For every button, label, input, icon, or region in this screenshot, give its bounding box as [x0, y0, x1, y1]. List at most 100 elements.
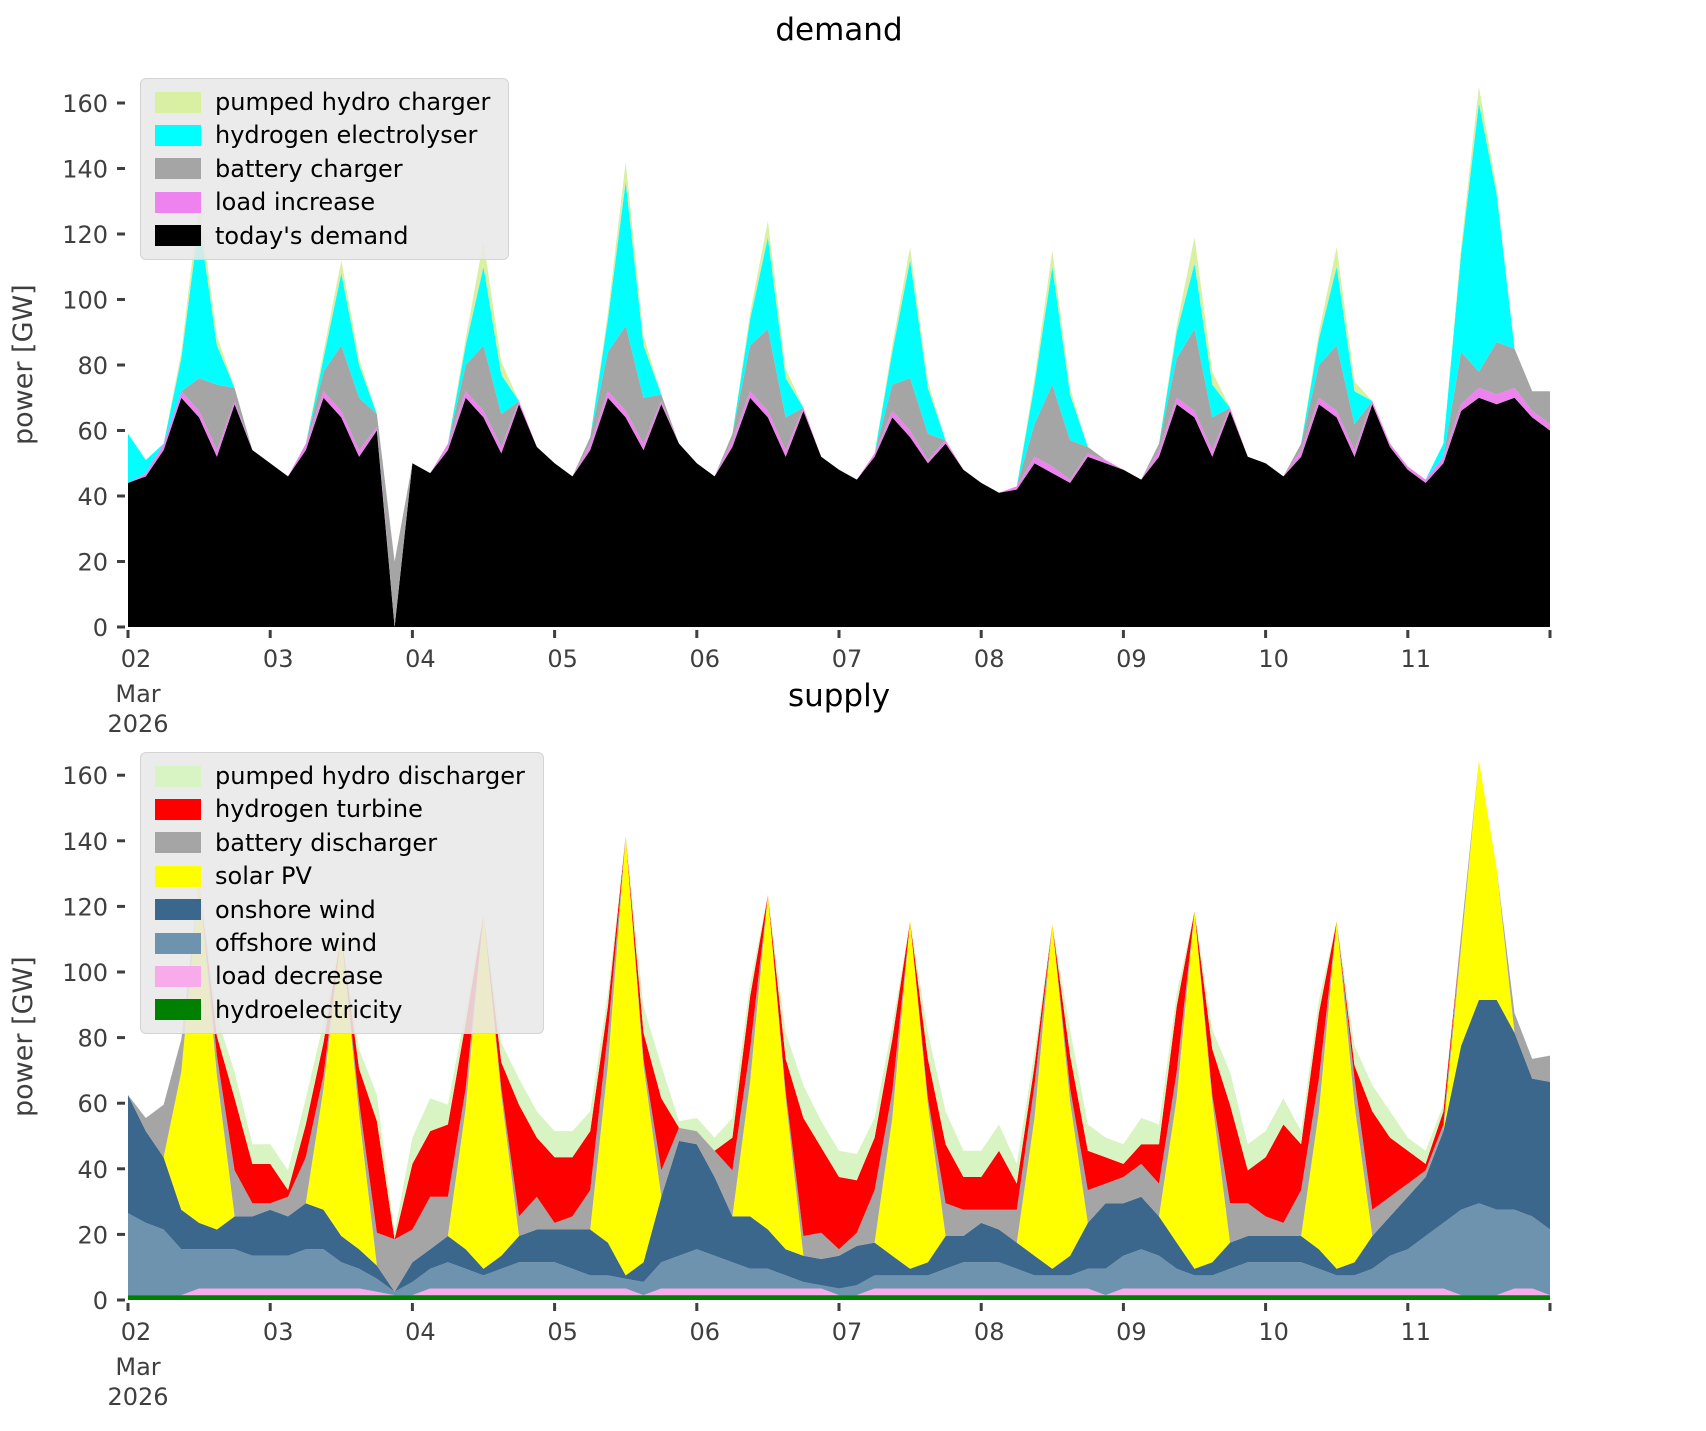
supply-y-axis: 0 20 40 60 80 100 120 140 160 [62, 762, 125, 1315]
legend-label: onshore wind [215, 895, 376, 924]
x-tick-label: 02 [121, 645, 152, 673]
legend-item-offshore-wind: offshore wind [155, 930, 525, 956]
demand-y-axis-label: power [GW] [8, 284, 39, 446]
supply-chart: 0 20 40 60 80 100 120 140 160 02 03 04 05 06 07 08 09 10 1… [62, 760, 1552, 1411]
legend-swatch [155, 158, 201, 180]
y-tick-label: 20 [77, 1221, 108, 1249]
x-tick-label: 08 [974, 1318, 1005, 1346]
legend-label: today's demand [215, 221, 409, 250]
legend-label: battery discharger [215, 828, 438, 857]
supply-legend: pumped hydro discharger hydrogen turbine b… [140, 752, 544, 1035]
legend-label: battery charger [215, 154, 403, 183]
x-tick-label: 11 [1401, 1318, 1432, 1346]
legend-swatch [155, 191, 201, 213]
y-tick-label: 40 [77, 483, 108, 511]
area-hydrogen-turbine [128, 760, 1550, 1250]
legend-label: load decrease [215, 962, 384, 991]
demand-legend: pumped hydro charger hydrogen electrolyse… [140, 78, 510, 260]
x-tick-label: 05 [547, 645, 578, 673]
y-tick-label: 140 [62, 156, 108, 184]
legend-swatch [155, 999, 201, 1021]
legend-item-onshore-wind: onshore wind [155, 895, 525, 924]
legend-item-solar-pv: solar PV [155, 862, 525, 891]
y-tick-label: 80 [77, 352, 108, 380]
y-tick-label: 100 [62, 959, 108, 987]
demand-chart-title: demand [775, 12, 903, 48]
area-battery-charger [128, 325, 1550, 627]
legend-swatch [155, 125, 201, 147]
legend-label: hydrogen electrolyser [215, 121, 478, 150]
legend-swatch [155, 765, 201, 787]
y-tick-label: 60 [77, 1090, 108, 1118]
legend-label: hydroelectricity [215, 995, 403, 1024]
y-tick-label: 0 [93, 614, 108, 642]
y-tick-label: 0 [93, 1287, 108, 1315]
legend-item-hydrogen-electrolyser: hydrogen electrolyser [155, 121, 490, 150]
y-tick-label: 160 [62, 90, 108, 118]
x-tick-label: 10 [1258, 645, 1289, 673]
y-tick-label: 60 [77, 418, 108, 446]
x-year-label: 2026 [107, 710, 168, 738]
legend-swatch [155, 91, 201, 113]
legend-item-hydrogen-turbine: hydrogen turbine [155, 795, 525, 824]
x-month-label: Mar [115, 1353, 160, 1381]
legend-swatch [155, 799, 201, 821]
demand-chart: 0 20 40 60 80 100 120 140 160 02 03 04 05 06 07 08 09 10 1… [62, 86, 1552, 738]
x-tick-label: 03 [263, 645, 294, 673]
legend-label: hydrogen turbine [215, 795, 423, 824]
y-tick-label: 20 [77, 549, 108, 577]
area-solar-pv [128, 760, 1550, 1292]
x-tick-label: 08 [974, 645, 1005, 673]
area-hydroelectricity [128, 1295, 1550, 1300]
y-tick-label: 120 [62, 893, 108, 921]
legend-swatch [155, 832, 201, 854]
legend-item-load-increase: load increase [155, 188, 490, 217]
demand-areas [128, 86, 1550, 627]
legend-item-hydroelectricity: hydroelectricity [155, 995, 525, 1024]
x-tick-label: 04 [405, 1318, 436, 1346]
x-tick-label: 09 [1116, 645, 1147, 673]
supply-areas [128, 760, 1550, 1300]
x-tick-label: 03 [263, 1318, 294, 1346]
legend-item-pumped-hydro-charger: pumped hydro charger [155, 89, 490, 115]
legend-item-battery-discharger: battery discharger [155, 828, 525, 857]
legend-label: offshore wind [215, 928, 378, 957]
legend-swatch [155, 225, 201, 247]
x-tick-label: 11 [1401, 645, 1432, 673]
y-tick-label: 160 [62, 762, 108, 790]
x-tick-label: 07 [832, 1318, 863, 1346]
legend-swatch [155, 899, 201, 921]
legend-item-today-s-demand: today's demand [155, 221, 490, 250]
legend-label: pumped hydro charger [215, 88, 491, 116]
x-tick-label: 04 [405, 645, 436, 673]
x-tick-label: 06 [690, 1318, 721, 1346]
x-tick-label: 06 [690, 645, 721, 673]
y-tick-label: 40 [77, 1156, 108, 1184]
x-tick-label: 02 [121, 1318, 152, 1346]
legend-item-battery-charger: battery charger [155, 154, 490, 183]
legend-swatch [155, 865, 201, 887]
area-offshore-wind [128, 1203, 1550, 1296]
y-tick-label: 120 [62, 221, 108, 249]
legend-label: solar PV [215, 862, 312, 891]
x-tick-label: 07 [832, 645, 863, 673]
area-load-decrease [128, 1288, 1550, 1296]
y-tick-label: 80 [77, 1025, 108, 1053]
legend-label: load increase [215, 188, 376, 217]
x-month-label: Mar [115, 680, 160, 708]
legend-label: pumped hydro discharger [215, 762, 525, 790]
legend-item-pumped-hydro-discharger: pumped hydro discharger [155, 763, 525, 789]
legend-swatch [155, 932, 201, 954]
x-tick-label: 09 [1116, 1318, 1147, 1346]
x-tick-label: 10 [1258, 1318, 1289, 1346]
demand-y-axis: 0 20 40 60 80 100 120 140 160 [62, 90, 125, 642]
x-tick-label: 05 [547, 1318, 578, 1346]
y-tick-label: 140 [62, 828, 108, 856]
supply-chart-title: supply [787, 678, 891, 714]
x-year-label: 2026 [107, 1383, 168, 1411]
area-today-s-demand [128, 397, 1550, 627]
